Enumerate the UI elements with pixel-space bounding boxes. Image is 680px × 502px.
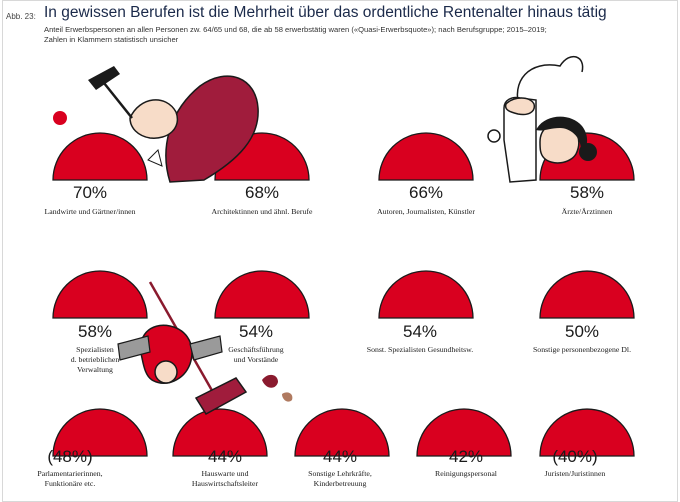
category-label: Hauswirtschaftsleiter bbox=[192, 479, 259, 488]
sweeper-body bbox=[139, 324, 193, 384]
category-label: Verwaltung bbox=[77, 365, 113, 374]
category-label: Hauswarte und bbox=[202, 469, 249, 478]
sweeper-illustration bbox=[117, 281, 293, 415]
doctor-bun bbox=[579, 143, 597, 161]
sweeper-head bbox=[154, 360, 178, 384]
semicircle-mark bbox=[539, 270, 635, 319]
farmer-apple bbox=[53, 111, 67, 125]
semicircle-mark bbox=[52, 132, 148, 181]
value-label: 58% bbox=[78, 322, 112, 341]
label-layer: 70% Landwirte und Gärtner/innen 68% Archite… bbox=[37, 183, 631, 488]
category-label: Geschäftsführung bbox=[228, 345, 284, 354]
category-label: und Vorstände bbox=[234, 355, 279, 364]
doctor-coat bbox=[503, 96, 537, 183]
value-label: 68% bbox=[245, 183, 279, 202]
value-label: (48%) bbox=[47, 447, 92, 466]
category-label: Funktionäre etc. bbox=[45, 479, 96, 488]
semicircle-mark bbox=[294, 408, 390, 457]
stethoscope-chestpiece-icon bbox=[487, 129, 501, 143]
semicircle-mark bbox=[172, 408, 268, 457]
semicircle-mark bbox=[539, 408, 635, 457]
hammer-handle bbox=[99, 77, 133, 119]
subtitle-line-1: Anteil Erwerbspersonen an allen Personen… bbox=[44, 25, 547, 34]
semicircle-mark bbox=[52, 270, 148, 319]
chart-subtitle: Anteil Erwerbspersonen an allen Personen… bbox=[44, 25, 604, 44]
doctor-hair bbox=[536, 116, 588, 154]
value-label: 54% bbox=[239, 322, 273, 341]
sweeper-leg-left bbox=[117, 335, 151, 361]
category-label: Architektinnen und ähnl. Berufe bbox=[212, 207, 313, 216]
category-label: Spezialisten bbox=[76, 345, 114, 354]
farmer-head bbox=[129, 99, 179, 139]
broom-head-icon bbox=[194, 377, 248, 415]
category-label: Juristen/Juristinnen bbox=[545, 469, 606, 478]
value-label: (40%) bbox=[552, 447, 597, 466]
leaf-icon bbox=[282, 392, 293, 402]
sweeper-leg-right bbox=[189, 335, 223, 361]
farmer-collar bbox=[147, 149, 163, 167]
figure-label: Abb. 23: bbox=[6, 12, 36, 21]
semicircle-mark bbox=[214, 270, 310, 319]
semicircle-mark bbox=[378, 132, 474, 181]
category-label: Reinigungspersonal bbox=[435, 469, 498, 478]
leaf-icon bbox=[262, 374, 278, 388]
value-label: 50% bbox=[565, 322, 599, 341]
category-label: Sonstige personenbezogene Dl. bbox=[533, 345, 631, 354]
category-label: Kinderbetreuung bbox=[314, 479, 367, 488]
category-label: Autoren, Journalisten, Künstler bbox=[377, 207, 475, 216]
chart-title: In gewissen Berufen ist die Mehrheit übe… bbox=[44, 4, 607, 21]
category-label: Sonstige Lehrkräfte, bbox=[308, 469, 372, 478]
category-label: Ärzte/Ärztinnen bbox=[562, 207, 613, 216]
semicircle-mark bbox=[416, 408, 512, 457]
value-label: 66% bbox=[409, 183, 443, 202]
doctor-hand bbox=[504, 97, 536, 116]
category-label: d. betrieblichen bbox=[71, 355, 120, 364]
semicircle-mark bbox=[52, 408, 148, 457]
subtitle-line-2: Zahlen in Klammern statistisch unsicher bbox=[44, 34, 179, 44]
stethoscope-tube-icon bbox=[516, 55, 584, 111]
category-label: Parlamentarierinnen, bbox=[37, 469, 102, 478]
value-label: 70% bbox=[73, 183, 107, 202]
value-label: 58% bbox=[570, 183, 604, 202]
farmer-illustration bbox=[53, 66, 259, 183]
hammer-head-icon bbox=[88, 66, 120, 90]
semicircle-layer bbox=[52, 132, 635, 457]
semicircle-mark bbox=[378, 270, 474, 319]
category-label: Landwirte und Gärtner/innen bbox=[45, 207, 136, 216]
value-label: 54% bbox=[403, 322, 437, 341]
value-label: 44% bbox=[323, 447, 357, 466]
value-label: 42% bbox=[449, 447, 483, 466]
doctor-illustration bbox=[487, 55, 597, 183]
category-label: Sonst. Spezialisten Gesundheitsw. bbox=[367, 345, 474, 354]
value-label: 44% bbox=[208, 447, 242, 466]
